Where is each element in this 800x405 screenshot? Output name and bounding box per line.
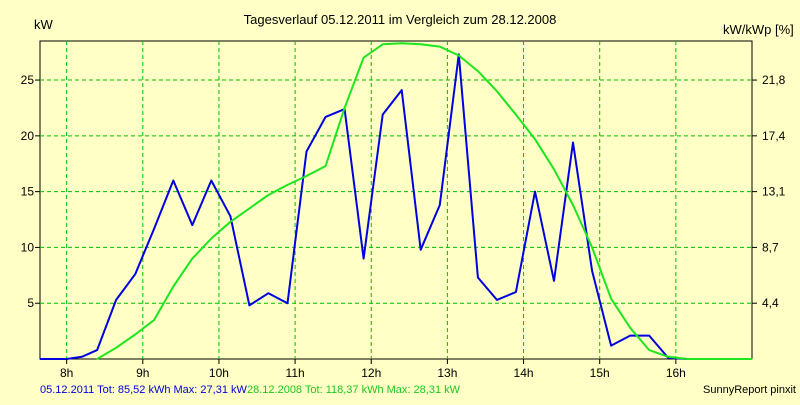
grid: [40, 41, 752, 359]
series-2-point: [534, 138, 536, 140]
y-right-tick-label: 13,1: [762, 185, 786, 199]
series-1-point: [439, 204, 441, 206]
tick-layer: 8h 9h 10h 11h 12h 13h 14h 15h 16h 5 4,4 10 8,7 15 13,1…: [21, 73, 786, 380]
series-1-point: [134, 273, 136, 275]
x-tick-label: 8h: [60, 366, 73, 380]
series-1-point: [648, 335, 650, 337]
series-2-point: [610, 298, 612, 300]
series-2-point: [344, 107, 346, 109]
x-tick-label: 9h: [136, 366, 149, 380]
series-1-point: [96, 349, 98, 351]
y-right-tick-label: 4,4: [762, 296, 779, 310]
y-left-tick-label: 20: [21, 129, 35, 143]
series-1-point: [191, 224, 193, 226]
x-tick-label: 16h: [666, 366, 686, 380]
series-1-point: [229, 215, 231, 217]
series-2-point: [648, 349, 650, 351]
series-2-point: [134, 333, 136, 336]
series-2-point: [572, 204, 574, 206]
chart-title: Tagesverlauf 05.12.2011 im Vergleich zum…: [244, 12, 557, 27]
legend-series-2: 28.12.2008 Tot: 118,37 kWh Max: 28,31 kW: [247, 384, 461, 396]
series-2-point: [286, 184, 289, 186]
series-2-point: [667, 356, 669, 358]
legend-series-1: 05.12.2011 Tot: 85,52 kWh Max: 27,31 kW: [40, 384, 247, 396]
series-2-point: [439, 46, 441, 48]
series-2-point: [363, 57, 365, 59]
series-2-point: [191, 258, 193, 260]
series-2-point: [248, 207, 250, 209]
series-2-point: [553, 168, 555, 170]
series-2-point: [477, 70, 479, 72]
series-2-point: [686, 358, 688, 360]
x-tick-label: 10h: [209, 366, 229, 380]
series-1-point: [572, 141, 574, 144]
series-1-point: [610, 345, 612, 347]
y-right-tick-label: 17,4: [762, 129, 786, 143]
series-1-point: [534, 191, 536, 193]
series-1-point: [39, 358, 41, 360]
series-1-point: [325, 116, 327, 118]
series-1-point: [477, 276, 479, 279]
x-tick-label: 14h: [514, 366, 534, 380]
series-1-point: [515, 291, 517, 293]
series-2-point: [629, 327, 631, 329]
y-axis-left-label: kW: [34, 17, 54, 32]
series-2-point: [153, 319, 155, 321]
series-2-point: [305, 175, 308, 177]
x-tick-label: 12h: [361, 366, 381, 380]
series-1-point: [210, 179, 212, 182]
series-1-point: [496, 299, 498, 301]
series-2-point: [591, 246, 593, 248]
series-2-point: [96, 358, 98, 360]
series-1-point: [629, 335, 631, 337]
y-right-tick-label: 8,7: [762, 240, 779, 254]
series-2-point: [115, 347, 117, 349]
series-1-point: [286, 302, 289, 304]
x-tick-label: 11h: [286, 366, 305, 380]
y-left-tick-label: 5: [27, 296, 34, 310]
series-2-point: [172, 285, 174, 288]
y-left-tick-label: 25: [21, 73, 35, 87]
series-2-point: [496, 90, 498, 92]
series-2-point: [458, 54, 460, 57]
series-1-point: [305, 150, 308, 153]
series-1-point: [115, 299, 117, 301]
series-1-point: [248, 304, 250, 306]
series-2-point: [751, 358, 753, 360]
series-line-2: [96, 42, 752, 360]
series-2-point: [713, 358, 715, 360]
credit-text: SunnyReport pinxit: [703, 384, 796, 396]
series-2-point: [382, 43, 384, 45]
y-left-tick-label: 15: [21, 185, 35, 199]
series-2-point: [515, 114, 517, 116]
series-2-point: [229, 221, 231, 223]
series-1-point: [401, 89, 403, 91]
series-layer: [39, 42, 753, 360]
series-1-point: [363, 258, 365, 260]
series-1-point: [172, 179, 174, 182]
series-1-point: [153, 227, 155, 230]
series-1-point: [420, 249, 422, 251]
series-2-point: [267, 194, 269, 196]
series-1-point: [382, 114, 384, 116]
series-1-point: [81, 356, 83, 358]
x-tick-label: 15h: [590, 366, 610, 380]
x-tick-label: 13h: [437, 366, 457, 380]
y-left-tick-label: 10: [21, 240, 35, 254]
plot-area: [39, 40, 753, 360]
series-1-point: [267, 292, 269, 294]
series-2-point: [210, 237, 212, 240]
series-2-point: [401, 42, 403, 44]
series-1-point: [591, 270, 593, 272]
series-line-1: [40, 53, 752, 360]
series-2-point: [420, 43, 422, 45]
series-2-point: [325, 165, 327, 167]
y-axis-right-label: kW/kWp [%]: [723, 22, 794, 37]
y-right-tick-label: 21,8: [762, 73, 786, 87]
series-1-point: [553, 280, 555, 282]
